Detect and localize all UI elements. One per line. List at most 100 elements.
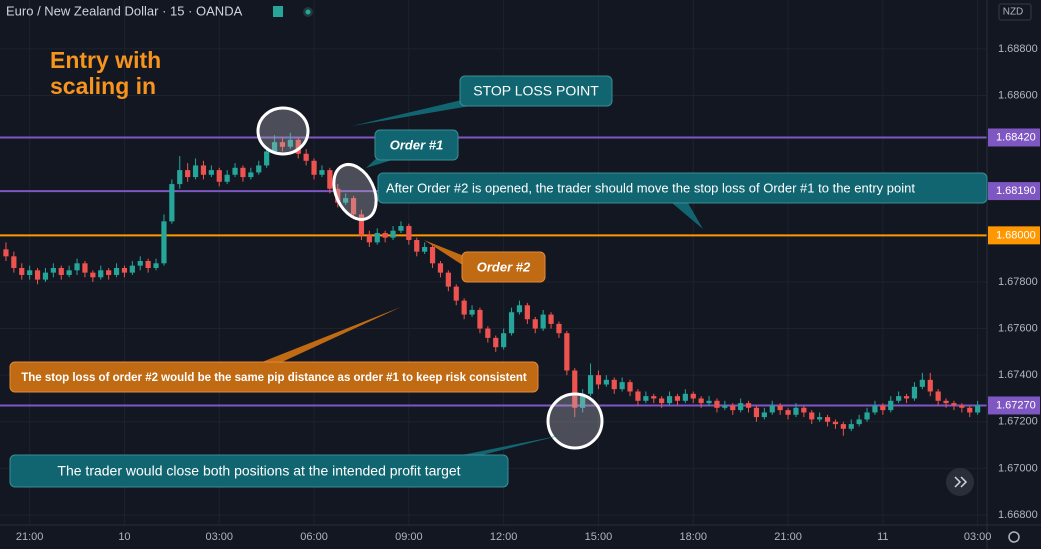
callout-tail (424, 240, 464, 266)
level-label-box (988, 182, 1040, 201)
candle-body (287, 139, 293, 147)
candle-body (27, 270, 33, 275)
candle-body (611, 379, 617, 390)
candle-body (335, 188, 341, 203)
candle-body (738, 403, 744, 411)
candle-body (508, 312, 515, 334)
candle-body (11, 256, 17, 268)
callout-box (9, 361, 539, 393)
settings-icon[interactable] (1008, 531, 1020, 543)
candle-body (445, 272, 451, 287)
callout-tail (352, 98, 470, 126)
candle-body (208, 170, 214, 175)
candle-body (674, 396, 681, 401)
candle-body (580, 393, 586, 408)
y-tick-label: 1.68800 (998, 43, 1038, 55)
candle-body (129, 265, 135, 273)
callout-tail (462, 435, 562, 455)
callout-box (9, 454, 509, 488)
highlight-circle (256, 106, 310, 156)
candle-body (264, 151, 270, 166)
candle-body (200, 165, 207, 175)
candle-body (524, 305, 530, 320)
candle-body (564, 333, 570, 371)
candle-body (785, 410, 791, 415)
candle-body (959, 405, 965, 408)
candle-body (619, 382, 625, 390)
x-tick-label: 10 (118, 531, 130, 543)
scroll-button[interactable] (946, 468, 974, 496)
candle-body (603, 379, 609, 385)
callout-tail (262, 307, 401, 362)
level-label: 1.68000 (996, 229, 1036, 241)
candle-body (437, 263, 444, 273)
x-tick-label: 06:00 (300, 531, 328, 543)
candle-body (848, 424, 854, 429)
candle-body (358, 214, 365, 236)
candle-body (279, 142, 286, 147)
callout-box (377, 172, 988, 204)
level-label-box (988, 128, 1040, 147)
candle-body (469, 309, 475, 315)
x-tick-label: 21:00 (774, 531, 802, 543)
status-dot-inner (305, 9, 311, 15)
candle-body (58, 267, 64, 275)
candle-body (927, 379, 933, 392)
candle-body (192, 165, 199, 178)
candle-body (659, 398, 665, 404)
candle-body (350, 198, 357, 215)
candle-body (303, 153, 309, 161)
candle-body (730, 405, 736, 411)
candle-body (240, 167, 246, 178)
candle-body (832, 421, 839, 425)
candle-body (627, 382, 633, 392)
currency-box (998, 3, 1032, 21)
candle-body (856, 419, 862, 425)
candle-body (872, 405, 878, 413)
candle-body (74, 263, 80, 271)
level-label-box (988, 226, 1040, 245)
candle-body (706, 400, 712, 404)
candle-body (429, 247, 436, 264)
scroll-icon (954, 476, 968, 488)
candle-body (169, 184, 175, 222)
candle-body (761, 412, 767, 418)
candle-body (943, 400, 949, 404)
candle-body (698, 398, 704, 404)
level-label: 1.68190 (996, 185, 1036, 197)
y-tick-label: 1.67800 (998, 276, 1038, 288)
candle-body (485, 328, 491, 338)
candle-body (777, 405, 783, 411)
candle-body (185, 170, 191, 178)
callout-text: STOP LOSS POINT (473, 83, 599, 99)
candle-body (295, 139, 301, 154)
candle-body (106, 270, 112, 275)
candle-body (224, 174, 230, 182)
y-tick-label: 1.66800 (998, 509, 1038, 521)
candle-body (414, 240, 420, 252)
candles (3, 132, 981, 436)
candle-body (161, 221, 167, 264)
candle-body (216, 170, 222, 182)
candle-body (666, 396, 673, 404)
highlight-circle (546, 392, 604, 450)
currency-label: NZD (1003, 7, 1024, 18)
candle-body (801, 407, 807, 413)
candle-body (82, 263, 88, 273)
candle-body (66, 270, 72, 275)
candle-body (880, 405, 886, 411)
y-tick-label: 1.68600 (998, 89, 1038, 101)
candle-body (651, 396, 657, 399)
callout-text: After Order #2 is opened, the trader sho… (386, 180, 915, 195)
candle-body (113, 267, 120, 275)
candle-body (556, 323, 562, 334)
candle-body (248, 172, 254, 178)
candle-body (98, 270, 104, 278)
x-tick-label: 09:00 (395, 531, 423, 543)
candle-body (398, 226, 404, 231)
candle-body (382, 233, 388, 238)
highlight-circle (332, 163, 378, 221)
currency-button[interactable]: NZD (998, 3, 1032, 21)
candle-body (256, 165, 262, 173)
